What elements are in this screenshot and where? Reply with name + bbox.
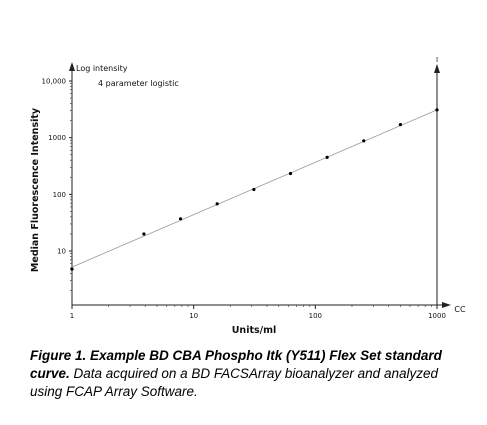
- data-point: [252, 187, 256, 192]
- x-tick-label: 1000: [428, 312, 446, 320]
- data-point: [325, 155, 329, 159]
- right-boundary-arrow: [434, 64, 440, 73]
- caption-text: Data acquired on a BD FACSArray bioanaly…: [30, 366, 438, 399]
- x-end-label: CC: [454, 305, 466, 314]
- y-tick-label: 10: [57, 248, 66, 256]
- figure-caption: Figure 1. Example BD CBA Phospho Itk (Y5…: [30, 347, 470, 401]
- x-tick-label: 100: [309, 312, 322, 320]
- data-point: [435, 108, 439, 112]
- data-point: [70, 267, 74, 271]
- y-axis-title: Log intensity: [76, 64, 128, 73]
- caption-title: Figure 1. Example BD CBA Phospho Itk (Y5…: [30, 348, 442, 381]
- data-point: [362, 139, 366, 143]
- y-axis-label: Median Fluorescence Intensity: [30, 107, 41, 272]
- y-axis-arrow: [69, 62, 75, 71]
- x-tick-label: 1: [70, 312, 74, 320]
- data-point: [142, 232, 146, 236]
- standard-curve-chart: 10 100 1000 10,000 1 10 100 1000 Log intensity…: [30, 56, 466, 336]
- data-point: [178, 217, 183, 221]
- fit-label: 4 parameter logistic: [98, 79, 179, 88]
- x-axis-label: Units/ml: [232, 325, 277, 336]
- data-point: [398, 123, 402, 127]
- x-ticks: 1 10 100 1000: [70, 305, 446, 320]
- y-ticks: 10 100 1000 10,000: [42, 78, 72, 256]
- data-points: [70, 108, 439, 271]
- data-point: [215, 202, 219, 206]
- y-tick-label: 100: [53, 191, 66, 199]
- x-axis-arrow: [442, 302, 451, 308]
- y-end-label: I: [436, 56, 438, 64]
- y-tick-label: 1000: [48, 134, 66, 142]
- data-point: [288, 171, 293, 176]
- axes: [69, 62, 451, 308]
- x-tick-label: 10: [189, 312, 198, 320]
- minor-ticks: [70, 83, 432, 307]
- y-tick-label: 10,000: [42, 78, 67, 86]
